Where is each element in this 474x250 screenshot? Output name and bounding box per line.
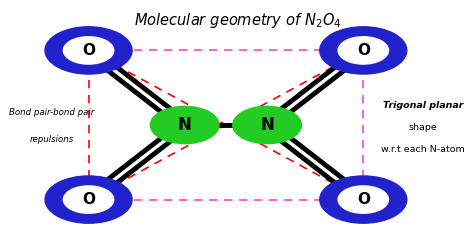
Text: $\mathbf{\mathit{Molecular\ geometry\ of\ N_2O_4}}$: $\mathbf{\mathit{Molecular\ geometry\ of… [134, 11, 341, 30]
Circle shape [64, 37, 114, 64]
Text: Bond pair-bond pair: Bond pair-bond pair [9, 108, 94, 117]
Circle shape [64, 186, 114, 213]
Text: shape: shape [409, 123, 437, 132]
Text: O: O [82, 192, 95, 207]
Circle shape [338, 37, 389, 64]
Text: O: O [357, 43, 370, 58]
Text: repulsions: repulsions [30, 136, 74, 144]
Text: N: N [260, 116, 274, 134]
Circle shape [233, 106, 301, 144]
Text: O: O [357, 192, 370, 207]
Circle shape [338, 186, 389, 213]
Text: w.r.t each N-atom: w.r.t each N-atom [381, 145, 465, 154]
Text: N: N [178, 116, 191, 134]
Circle shape [150, 106, 219, 144]
Circle shape [45, 27, 132, 74]
Text: O: O [82, 43, 95, 58]
Text: Trigonal planar: Trigonal planar [383, 100, 463, 110]
Circle shape [320, 176, 407, 223]
Circle shape [320, 27, 407, 74]
Circle shape [45, 176, 132, 223]
